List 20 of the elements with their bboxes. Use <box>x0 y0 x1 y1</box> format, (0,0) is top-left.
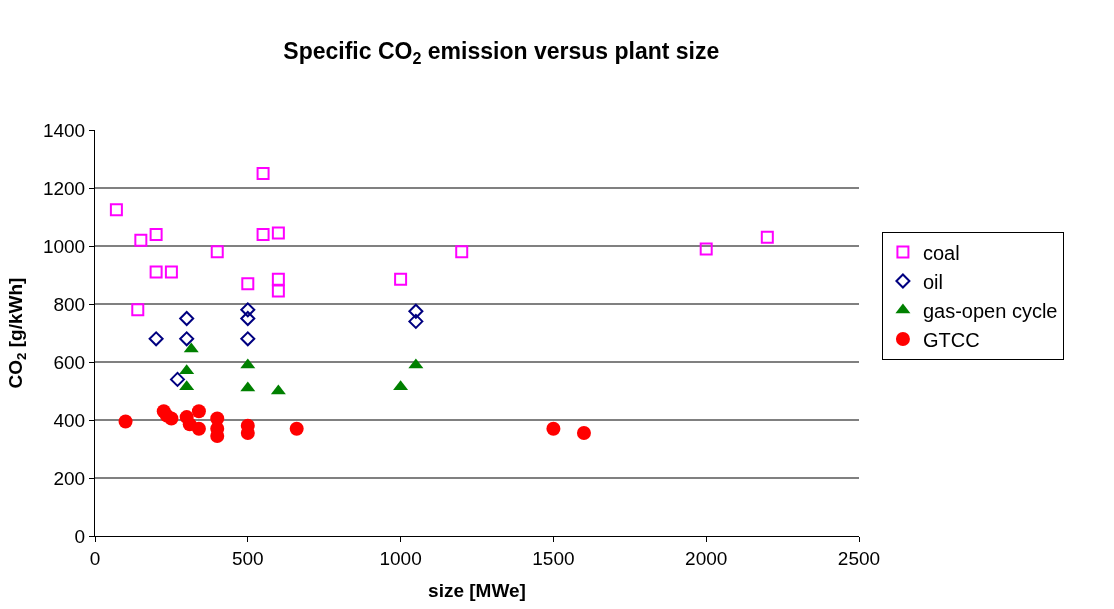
x-tick-label: 2500 <box>837 547 881 569</box>
x-tick-label: 1500 <box>532 547 575 569</box>
y-tick-label: 400 <box>53 409 86 431</box>
y-tick-label: 1200 <box>42 177 86 199</box>
legend-label: gas-open cycle <box>922 299 1058 322</box>
y-tick-label: 600 <box>53 351 86 373</box>
legend-label: oil <box>922 270 943 293</box>
x-tick-label: 0 <box>89 547 101 569</box>
y-tick-label: 1000 <box>42 235 86 257</box>
y-tick-label: 1400 <box>42 119 86 141</box>
legend-label: GTCC <box>922 328 980 351</box>
x-axis-title: size [MWe] <box>428 579 526 601</box>
legend-label: coal <box>922 241 960 264</box>
y-tick-label: 200 <box>53 467 86 489</box>
y-tick-label: 800 <box>53 293 86 315</box>
chart-title: Specific CO$_{2}$ emission versus plant size <box>283 37 720 67</box>
x-tick-label: 500 <box>231 547 264 569</box>
x-tick-label: 2000 <box>685 547 728 569</box>
x-tick-label: 1000 <box>379 547 422 569</box>
y-tick-label: 0 <box>74 525 86 547</box>
